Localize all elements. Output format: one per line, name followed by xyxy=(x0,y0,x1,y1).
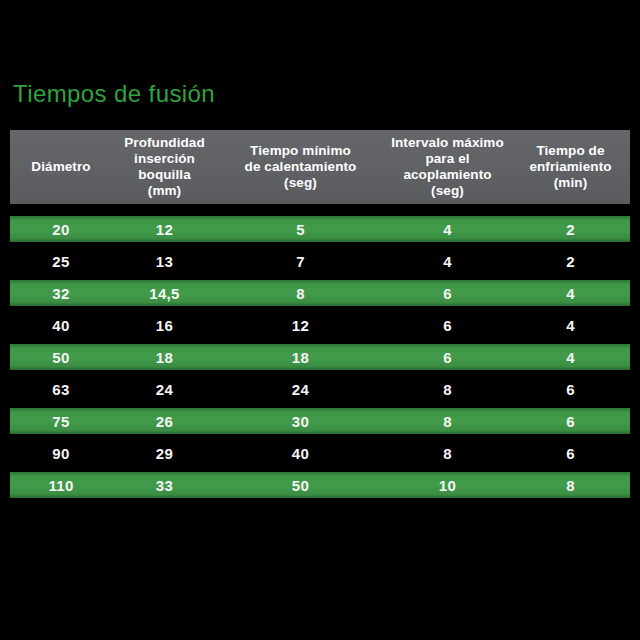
table-row: 63 24 24 8 6 xyxy=(10,373,630,405)
header-cell-profundidad: Profundidad inserción boquilla (mm) xyxy=(112,135,217,199)
table-cell: 26 xyxy=(112,413,217,430)
table-cell: 6 xyxy=(511,413,630,430)
table-cell: 63 xyxy=(10,381,112,398)
table-cell: 29 xyxy=(112,445,217,462)
table-cell: 6 xyxy=(384,349,511,366)
table-cell: 18 xyxy=(112,349,217,366)
table-cell: 18 xyxy=(217,349,384,366)
table-cell: 50 xyxy=(10,349,112,366)
table-cell: 4 xyxy=(384,253,511,270)
table-cell: 90 xyxy=(10,445,112,462)
table-cell: 7 xyxy=(217,253,384,270)
slide-background: Tiempos de fusión Diámetro Profundidad i… xyxy=(0,0,640,640)
table-cell: 6 xyxy=(384,285,511,302)
table-row: 25 13 7 4 2 xyxy=(10,245,630,277)
table-cell: 4 xyxy=(511,285,630,302)
table-row: 32 14,5 8 6 4 xyxy=(10,280,630,306)
table-cell: 8 xyxy=(511,477,630,494)
table-cell: 33 xyxy=(112,477,217,494)
header-cell-enfriamiento: Tiempo de enfriamiento (min) xyxy=(511,143,630,191)
table-cell: 24 xyxy=(112,381,217,398)
table-cell: 30 xyxy=(217,413,384,430)
fusion-times-table: Diámetro Profundidad inserción boquilla … xyxy=(10,130,630,501)
table-row: 20 12 5 4 2 xyxy=(10,216,630,242)
table-cell: 75 xyxy=(10,413,112,430)
table-cell: 16 xyxy=(112,317,217,334)
table-cell: 8 xyxy=(217,285,384,302)
table-cell: 2 xyxy=(511,221,630,238)
table-cell: 40 xyxy=(10,317,112,334)
table-cell: 10 xyxy=(384,477,511,494)
table-header-row: Diámetro Profundidad inserción boquilla … xyxy=(10,130,630,204)
table-row: 75 26 30 8 6 xyxy=(10,408,630,434)
table-row: 90 29 40 8 6 xyxy=(10,437,630,469)
table-cell: 12 xyxy=(112,221,217,238)
table-cell: 24 xyxy=(217,381,384,398)
table-cell: 4 xyxy=(511,317,630,334)
table-body: 20 12 5 4 2 25 13 7 4 2 32 14,5 8 6 4 xyxy=(10,216,630,498)
table-cell: 25 xyxy=(10,253,112,270)
table-cell: 32 xyxy=(10,285,112,302)
table-cell: 6 xyxy=(384,317,511,334)
table-cell: 40 xyxy=(217,445,384,462)
table-cell: 6 xyxy=(511,445,630,462)
table-cell: 2 xyxy=(511,253,630,270)
table-row: 40 16 12 6 4 xyxy=(10,309,630,341)
header-cell-diametro: Diámetro xyxy=(10,159,112,175)
table-cell: 4 xyxy=(384,221,511,238)
table-cell: 13 xyxy=(112,253,217,270)
table-cell: 8 xyxy=(384,445,511,462)
table-cell: 5 xyxy=(217,221,384,238)
table-cell: 14,5 xyxy=(112,285,217,302)
table-cell: 8 xyxy=(384,381,511,398)
table-cell: 110 xyxy=(10,477,112,494)
table-cell: 12 xyxy=(217,317,384,334)
header-cell-tiempo-minimo: Tiempo mínimo de calentamiento (seg) xyxy=(217,143,384,191)
page-title: Tiempos de fusión xyxy=(13,80,215,108)
table-cell: 50 xyxy=(217,477,384,494)
table-row: 50 18 18 6 4 xyxy=(10,344,630,370)
table-cell: 8 xyxy=(384,413,511,430)
header-cell-intervalo: Intervalo máximo para el acoplamiento (s… xyxy=(384,135,511,199)
table-cell: 4 xyxy=(511,349,630,366)
table-cell: 6 xyxy=(511,381,630,398)
table-cell: 20 xyxy=(10,221,112,238)
table-row: 110 33 50 10 8 xyxy=(10,472,630,498)
